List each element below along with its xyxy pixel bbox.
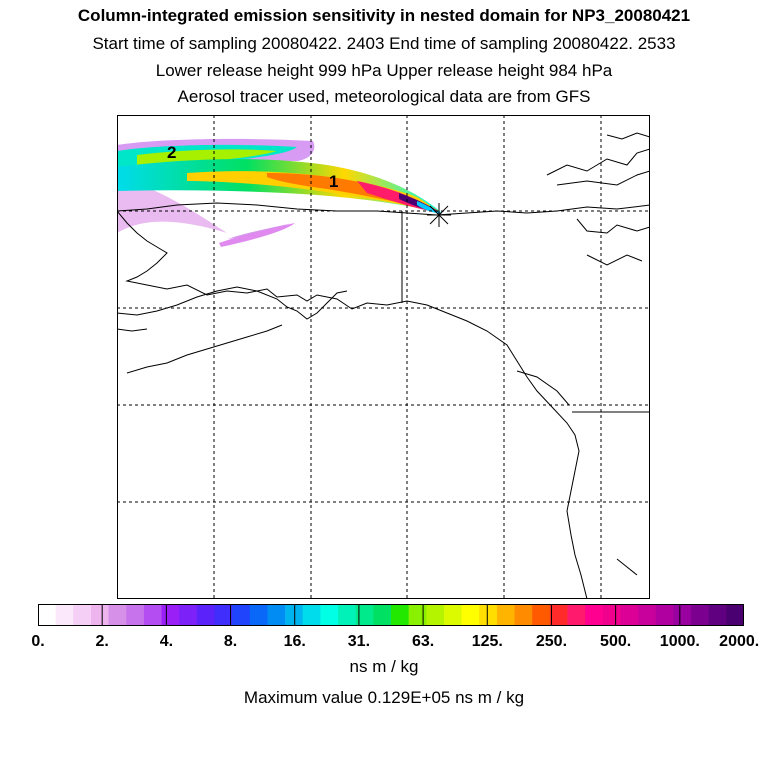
colorbar-swatch: [267, 604, 286, 626]
colorbar-swatch: [355, 604, 374, 626]
colorbar-tick-label: 4.: [159, 633, 174, 650]
colorbar-swatch: [338, 604, 357, 626]
colorbar-tick-label: 125.: [471, 633, 503, 650]
colorbar-swatch: [655, 604, 674, 626]
colorbar: [38, 604, 744, 626]
plume-shading: [117, 138, 442, 247]
sensitivity-map: 1 2: [117, 115, 650, 599]
colorbar-swatch: [373, 604, 392, 626]
colorbar-swatch: [708, 604, 727, 626]
colorbar-tick-label: 31.: [347, 633, 371, 650]
max-value-label: Maximum value 0.129E+05 ns m / kg: [243, 688, 525, 707]
graticule: [117, 115, 650, 599]
colorbar-border: [38, 604, 744, 626]
colorbar-swatch: [673, 604, 692, 626]
sampling-time-line: Start time of sampling 20080422. 2403 En…: [92, 34, 676, 53]
colorbar-swatch: [391, 604, 410, 626]
colorbar-swatch: [726, 604, 744, 626]
colorbar-tick-label: 500.: [600, 633, 632, 650]
colorbar-swatch: [179, 604, 198, 626]
colorbar-swatch: [691, 604, 710, 626]
colorbar-swatch: [320, 604, 339, 626]
release-height-line: Lower release height 999 hPa Upper relea…: [155, 61, 613, 80]
colorbar-tick-label: 0.: [31, 633, 45, 650]
colorbar-swatch: [302, 604, 321, 626]
colorbar-swatch: [549, 604, 568, 626]
star-cross-icon: [427, 203, 451, 227]
colorbar-swatch: [567, 604, 586, 626]
colorbar-tick-label: 16.: [283, 633, 306, 650]
plume-label-1: 1: [329, 172, 338, 191]
colorbar-swatch: [496, 604, 516, 626]
colorbar-tick-label: 2000.: [719, 633, 760, 650]
colorbar-swatch: [126, 604, 145, 626]
colorbar-tick-label: 63.: [411, 633, 435, 650]
colorbar-swatch: [108, 604, 127, 626]
colorbar-swatch: [73, 604, 92, 626]
colorbar-swatch: [249, 604, 268, 626]
colorbar-swatch: [408, 604, 427, 626]
colorbar-swatch: [514, 604, 533, 626]
colorbar-tick-label: 250.: [535, 633, 568, 650]
colorbar-swatch: [161, 604, 180, 626]
colorbar-swatch: [38, 604, 57, 626]
aerosol-note-line: Aerosol tracer used, meteorological data…: [177, 87, 591, 106]
colorbar-tick-label: 8.: [223, 633, 238, 650]
colorbar-swatch: [585, 604, 604, 626]
colorbar-swatch: [638, 604, 657, 626]
colorbar-swatch: [214, 604, 233, 626]
plot-title: Column-integrated emission sensitivity i…: [77, 6, 691, 25]
colorbar-swatch: [196, 604, 215, 626]
colorbar-swatch: [443, 604, 463, 626]
colorbar-swatch: [285, 604, 304, 626]
units-label: ns m / kg: [349, 657, 419, 676]
colorbar-swatch: [426, 604, 445, 626]
plume-label-2: 2: [167, 143, 176, 162]
colorbar-tick-label: 1000.: [659, 633, 700, 650]
coastline: [117, 132, 650, 599]
colorbar-swatch: [232, 604, 251, 626]
colorbar-swatch: [55, 604, 74, 626]
colorbar-swatch: [90, 604, 110, 626]
colorbar-tick-label: 2.: [95, 633, 109, 650]
colorbar-swatch: [461, 604, 480, 626]
colorbar-swatch: [479, 604, 498, 626]
colorbar-swatch: [620, 604, 639, 626]
colorbar-swatch: [602, 604, 621, 626]
colorbar-swatch: [532, 604, 551, 626]
colorbar-swatch: [143, 604, 163, 626]
